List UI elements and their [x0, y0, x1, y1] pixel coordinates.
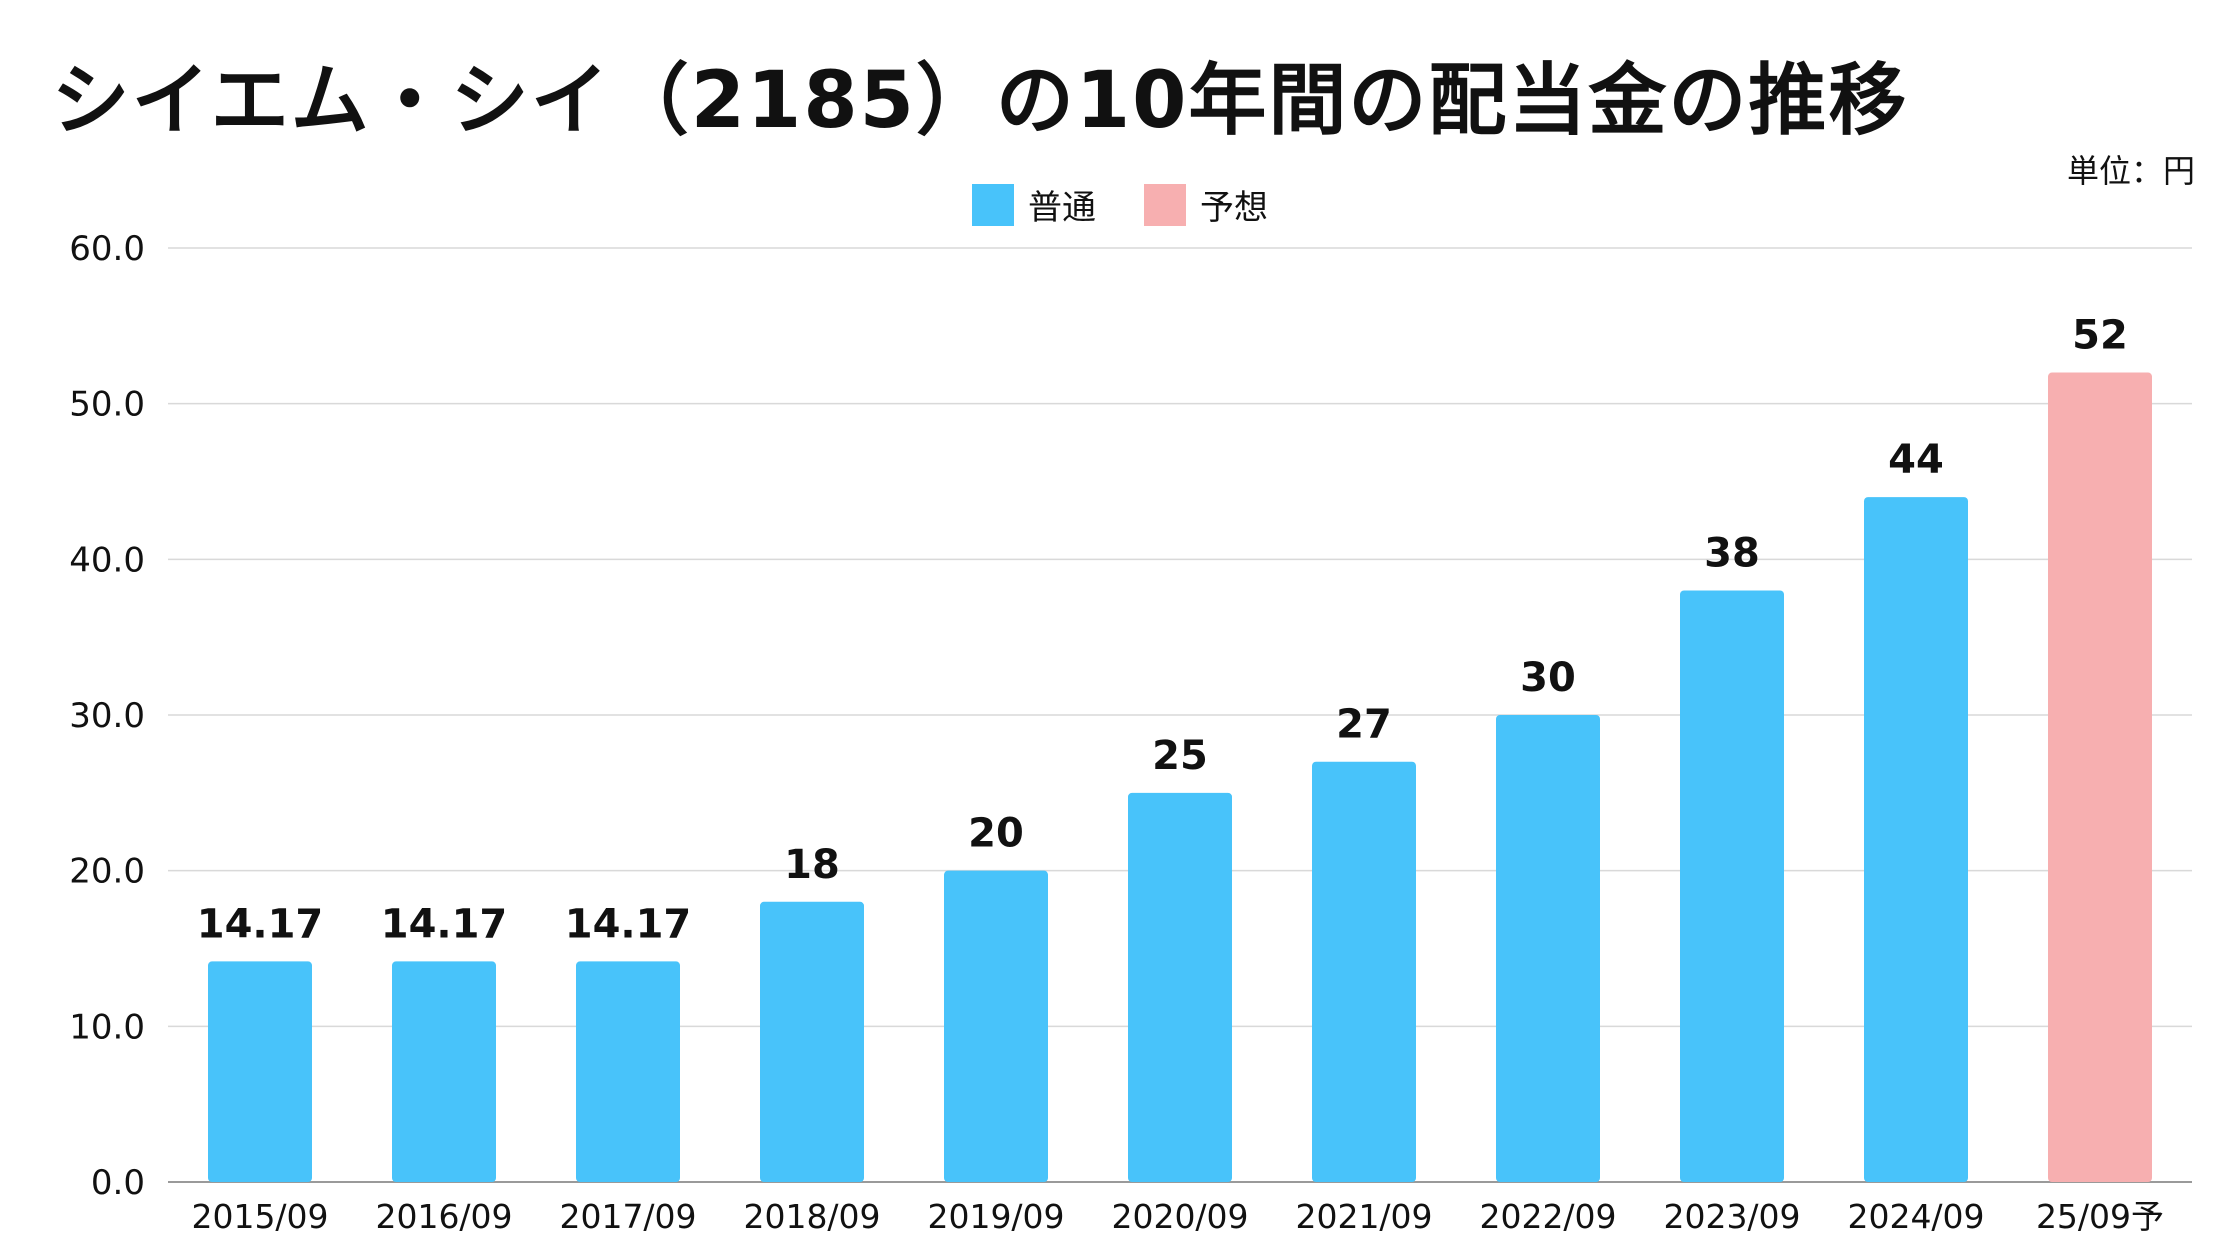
x-tick-label: 2022/09	[1479, 1197, 1616, 1236]
x-tick-label: 2019/09	[927, 1197, 1064, 1236]
bar-value-label: 18	[784, 842, 840, 888]
bar	[208, 961, 312, 1182]
legend-label-regular: 普通	[1028, 188, 1096, 228]
bar	[760, 901, 864, 1182]
x-tick-label: 2021/09	[1295, 1197, 1432, 1236]
y-tick-label: 30.0	[69, 696, 145, 736]
legend: 普通 予想	[0, 180, 2240, 229]
legend-item-regular: 普通	[972, 180, 1096, 229]
x-tick-label: 2018/09	[743, 1197, 880, 1236]
chart-title: シイエム・シイ（2185）の10年間の配当金の推移	[51, 56, 1909, 146]
y-tick-label: 50.0	[69, 385, 145, 425]
bar	[392, 961, 496, 1182]
bar-value-label: 25	[1152, 733, 1208, 779]
x-tick-label: 2015/09	[191, 1197, 328, 1236]
unit-label: 単位：円	[2066, 152, 2195, 190]
bar	[1312, 761, 1416, 1182]
x-tick-label: 25/09予	[2036, 1197, 2164, 1236]
bar-value-label: 38	[1704, 530, 1760, 576]
x-tick-label: 2023/09	[1663, 1197, 1800, 1236]
legend-item-forecast: 予想	[1144, 180, 1268, 229]
bar-value-label: 27	[1336, 702, 1392, 748]
x-tick-label: 2017/09	[559, 1197, 696, 1236]
bar	[1864, 497, 1968, 1183]
y-tick-label: 60.0	[69, 229, 145, 269]
bar-value-label: 14.17	[381, 901, 508, 947]
legend-swatch-regular	[972, 183, 1014, 226]
bar	[1496, 715, 1600, 1182]
x-tick-label: 2020/09	[1111, 1197, 1248, 1236]
bar-value-label: 44	[1888, 437, 1944, 483]
bar-value-label: 14.17	[565, 901, 692, 947]
bar-value-label: 20	[968, 811, 1024, 857]
y-tick-label: 20.0	[69, 852, 145, 892]
legend-label-forecast: 予想	[1200, 188, 1268, 228]
bar-value-label: 52	[2072, 313, 2128, 359]
legend-swatch-forecast	[1144, 183, 1186, 226]
y-tick-label: 0.0	[91, 1163, 145, 1203]
bar-value-label: 14.17	[197, 901, 324, 947]
bar-value-label: 30	[1520, 655, 1576, 701]
bar	[576, 961, 680, 1182]
bar	[1680, 590, 1784, 1182]
bar	[1128, 792, 1232, 1182]
y-tick-label: 10.0	[69, 1007, 145, 1047]
x-tick-label: 2024/09	[1847, 1197, 1984, 1236]
x-tick-label: 2016/09	[375, 1197, 512, 1236]
bar	[944, 870, 1048, 1182]
bar	[2048, 372, 2152, 1182]
y-tick-label: 40.0	[69, 540, 145, 580]
